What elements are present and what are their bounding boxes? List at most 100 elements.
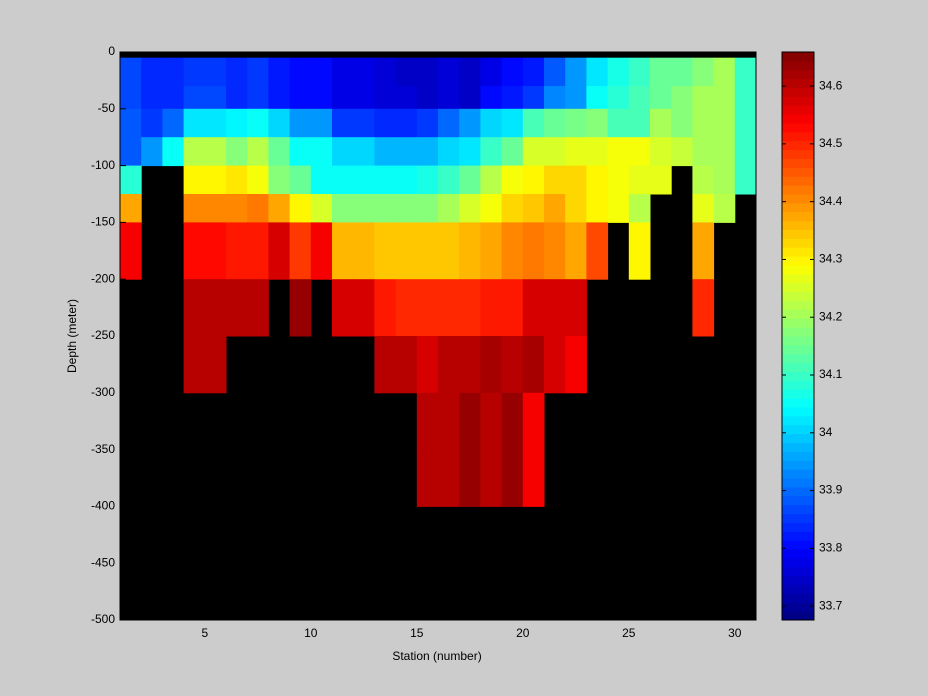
heatmap-cell — [459, 108, 481, 138]
heatmap-cell — [120, 137, 142, 167]
colorbar-band — [782, 540, 814, 550]
x-tick-label: 15 — [410, 626, 424, 640]
heatmap-cell — [480, 194, 503, 223]
heatmap-cell — [268, 108, 291, 138]
heatmap-cell — [501, 137, 524, 167]
heatmap-cell — [565, 222, 587, 280]
heatmap-cell — [247, 165, 269, 195]
colorbar-band — [782, 407, 814, 417]
colorbar-band — [782, 549, 814, 559]
heatmap-cell — [247, 194, 269, 223]
heatmap-cell — [522, 165, 545, 195]
heatmap-cell — [459, 222, 481, 280]
heatmap-cell — [120, 194, 142, 223]
heatmap-cell — [438, 194, 460, 223]
heatmap-cell — [310, 194, 333, 223]
heatmap-cell — [141, 137, 163, 167]
colorbar-band — [782, 460, 814, 470]
colorbar-band — [782, 247, 814, 257]
heatmap-cell — [607, 108, 630, 138]
heatmap-cell — [628, 222, 651, 280]
heatmap-cell — [650, 165, 672, 195]
colorbar-tick-label: 34.3 — [819, 252, 843, 266]
heatmap-cell — [395, 165, 418, 195]
heatmap-cell — [501, 336, 524, 394]
heatmap-cell — [183, 86, 206, 110]
heatmap-cell — [268, 222, 291, 280]
heatmap-cell — [544, 222, 566, 280]
heatmap-cell — [607, 137, 630, 167]
heatmap-cell — [374, 194, 397, 223]
heatmap-cell — [416, 336, 439, 394]
heatmap-cell — [374, 57, 397, 87]
heatmap-cell — [268, 57, 291, 87]
colorbar-tick-label: 34 — [819, 425, 833, 439]
colorbar-band — [782, 336, 814, 346]
heatmap-cell — [544, 137, 566, 167]
heatmap-cell — [501, 194, 524, 223]
heatmap-cell — [586, 222, 609, 280]
colorbar-tick-label: 34.4 — [819, 194, 843, 208]
heatmap-cell — [628, 86, 651, 110]
heatmap-cell — [438, 137, 460, 167]
heatmap-cell — [120, 222, 142, 280]
heatmap-cell — [480, 279, 503, 337]
x-tick-label: 25 — [622, 626, 636, 640]
heatmap-cell — [204, 194, 227, 223]
colorbar-band — [782, 256, 814, 266]
heatmap-cell — [395, 336, 418, 394]
heatmap-cell — [713, 165, 736, 195]
y-tick-label: -100 — [91, 158, 115, 172]
colorbar-band — [782, 238, 814, 248]
colorbar-band — [782, 584, 814, 594]
heatmap-cell — [416, 392, 439, 451]
colorbar-band — [782, 531, 814, 541]
heatmap-cell — [226, 165, 248, 195]
heatmap-cell — [565, 86, 587, 110]
heatmap-cell — [713, 86, 736, 110]
heatmap-cell — [353, 165, 375, 195]
heatmap-cell — [353, 137, 375, 167]
colorbar-band — [782, 60, 814, 71]
heatmap-cell — [501, 392, 524, 451]
colorbar-band — [782, 353, 814, 364]
heatmap-cell — [692, 165, 715, 195]
colorbar-band — [782, 52, 814, 62]
heatmap-cell — [247, 108, 269, 138]
heatmap-cell — [162, 57, 185, 87]
heatmap-cell — [416, 57, 439, 87]
colorbar-band — [782, 389, 814, 399]
heatmap-cell — [416, 108, 439, 138]
heatmap-cell — [480, 137, 503, 167]
colorbar-band — [782, 140, 814, 151]
heatmap-cell — [353, 86, 375, 110]
heatmap-cell — [544, 108, 566, 138]
heatmap-cell — [671, 108, 693, 138]
colorbar-band — [782, 167, 814, 177]
heatmap-cell — [395, 279, 418, 337]
heatmap-cell — [204, 165, 227, 195]
heatmap-cell — [459, 165, 481, 195]
heatmap-cell — [565, 336, 587, 394]
heatmap-cell — [353, 222, 375, 280]
heatmap-cell — [522, 57, 545, 87]
heatmap-cell — [692, 137, 715, 167]
colorbar-band — [782, 424, 814, 435]
colorbar-frame — [781, 51, 815, 621]
heatmap-cell — [310, 222, 333, 280]
colorbar-band — [782, 69, 814, 80]
colorbar-band — [782, 282, 814, 293]
heatmap-cell — [374, 222, 397, 280]
heatmap-cell — [480, 165, 503, 195]
heatmap-cell — [183, 108, 206, 138]
colorbar-tick-label: 34.1 — [819, 367, 843, 381]
heatmap-cell — [416, 165, 439, 195]
heatmap-cell — [650, 86, 672, 110]
heatmap-cell — [204, 108, 227, 138]
heatmap-cell — [692, 108, 715, 138]
colorbar-band — [782, 131, 814, 142]
heatmap-cell — [332, 194, 354, 223]
heatmap-cell — [650, 57, 672, 87]
heatmap-cell — [247, 137, 269, 167]
colorbar-band — [782, 557, 814, 568]
